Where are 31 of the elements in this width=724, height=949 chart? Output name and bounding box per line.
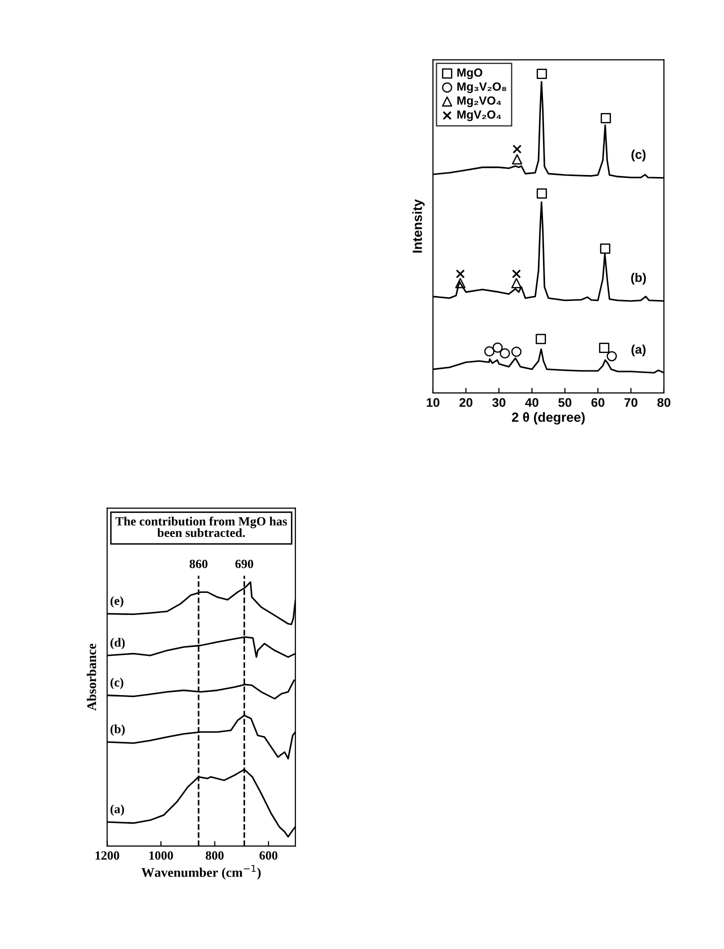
series-label: (d) [110,638,125,650]
series-label: (c) [110,678,124,690]
x-axis-title: Wavenumber (cm$^{−1}$) [141,865,261,880]
legend-label: Mg₃V₂O₈ [457,82,506,94]
x-tick-label: 40 [525,398,538,407]
series-label: (e) [110,596,124,608]
ref-line-label: 860 [190,560,208,568]
x-tick-label: 20 [459,398,472,407]
legend-label: MgV₂O₄ [457,110,501,122]
x-tick-label: 1000 [149,851,173,860]
series-label: (b) [631,272,646,284]
y-axis-title: Intensity [412,199,425,253]
series-label: (a) [631,344,646,356]
x-tick-label: 600 [260,851,278,860]
series-label: (c) [631,150,646,162]
text: The contribution from MgO has been subtracted. [115,516,287,538]
x-tick-label: 80 [657,398,670,407]
y-axis-title: Absorbance [86,644,96,711]
x-tick-label: 50 [558,398,572,407]
legend-label: Mg₂VO₄ [457,96,501,108]
legend-label: MgO [457,68,482,80]
x-tick-label: 10 [426,398,440,407]
ref-line-label: 690 [235,560,254,568]
x-axis-title: 2 θ (degree) [512,412,585,425]
x-tick-label: 800 [206,851,224,860]
x-tick-label: 1200 [96,851,120,860]
series-label: (a) [110,804,124,816]
series-label: (b) [110,724,125,736]
x-tick-label: 60 [591,398,604,407]
x-tick-label: 70 [624,398,638,407]
x-tick-label: 30 [492,398,506,407]
